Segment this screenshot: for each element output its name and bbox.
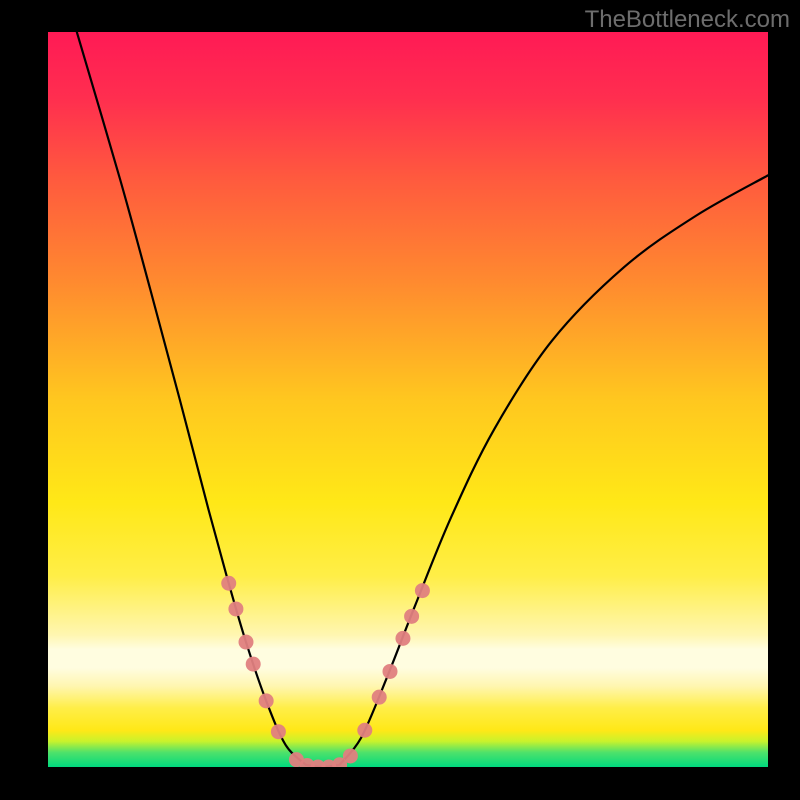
watermark-text: TheBottleneck.com: [585, 6, 790, 34]
plot-gradient-bg: [48, 32, 768, 767]
chart-stage: TheBottleneck.com: [0, 0, 800, 800]
plot-area: [48, 32, 768, 767]
